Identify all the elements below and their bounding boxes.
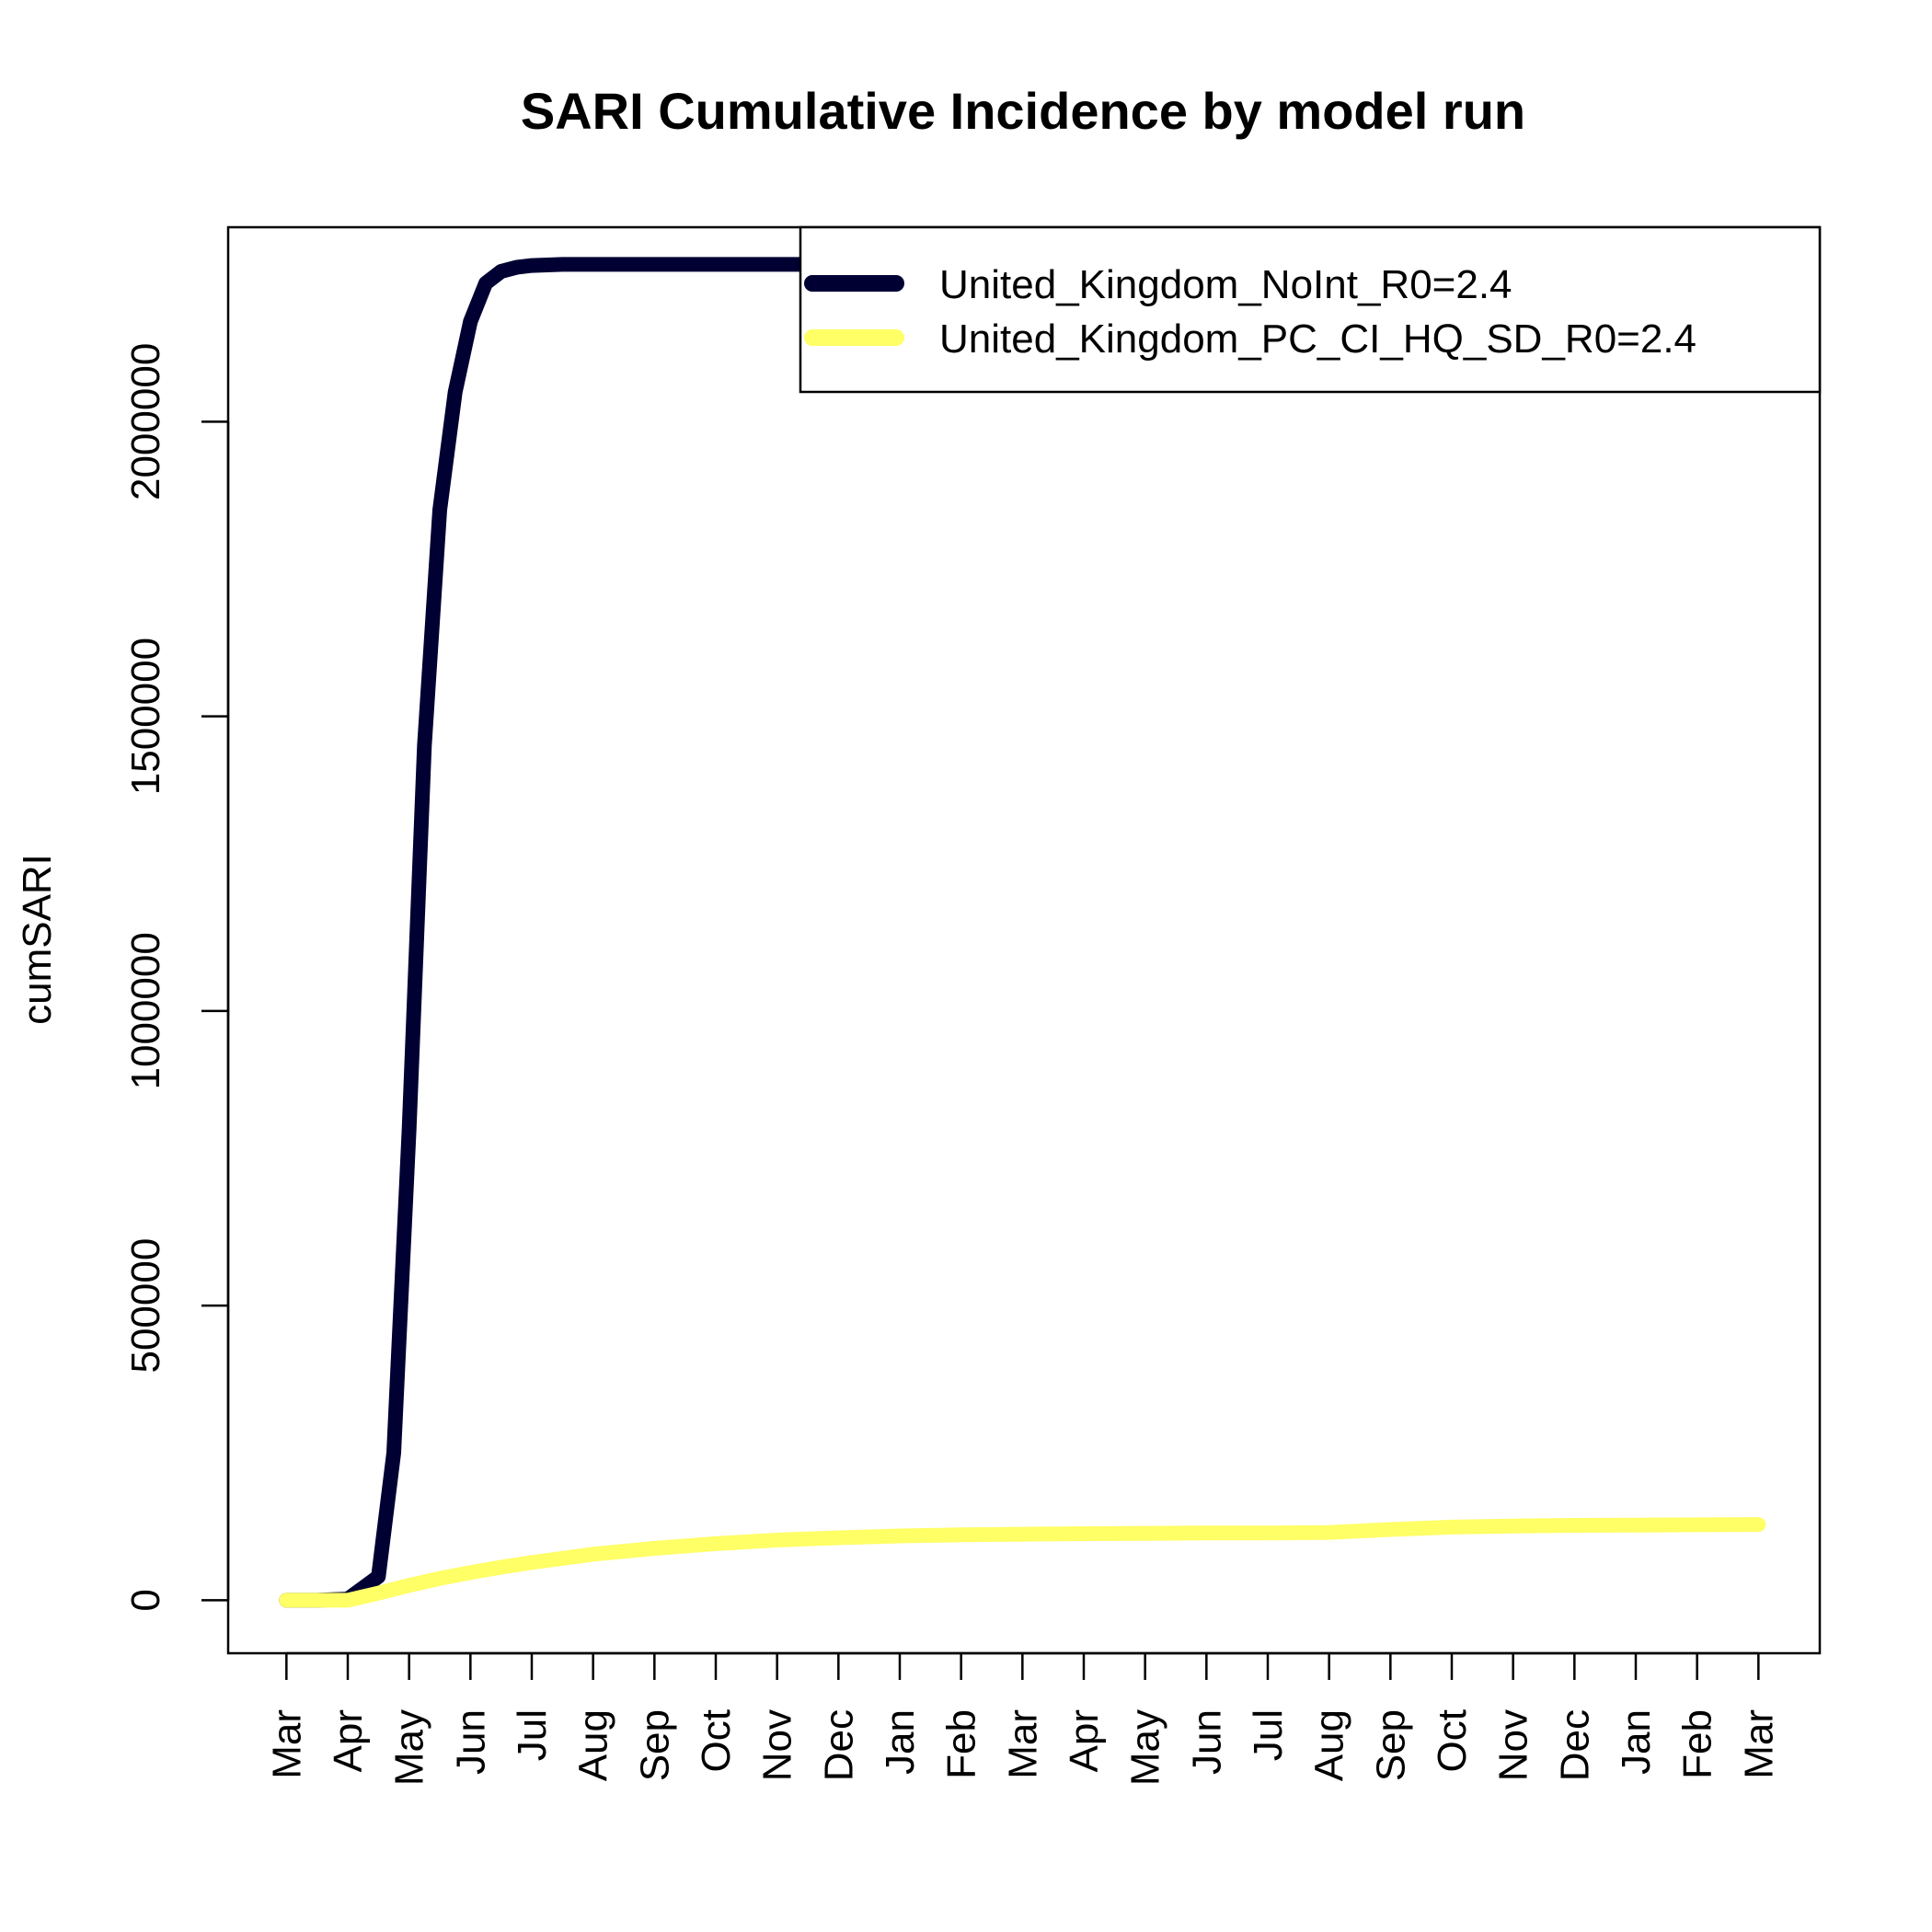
x-tick-label: Mar <box>264 1709 309 1779</box>
x-tick-label: Feb <box>1675 1709 1720 1779</box>
legend-box <box>799 225 1822 394</box>
x-tick-label: Nov <box>1491 1709 1536 1781</box>
x-tick-label: Mar <box>1000 1709 1045 1779</box>
series-layer <box>279 257 1766 1608</box>
x-tick-label: Mar <box>1736 1709 1781 1779</box>
x-tick-label: Jun <box>1184 1709 1229 1775</box>
x-tick-label: Apr <box>1062 1709 1107 1772</box>
y-tick-label: 1000000 <box>123 932 168 1089</box>
x-tick-label: Jul <box>510 1709 555 1761</box>
x-tick-label: Jan <box>878 1709 923 1775</box>
x-tick-label: Aug <box>571 1709 616 1781</box>
y-axis: 0 500000 1000000 1500000 2000000 <box>123 343 230 1612</box>
x-tick-label: Apr <box>326 1709 371 1772</box>
y-tick-label: 500000 <box>123 1238 168 1374</box>
legend-label-noint: United_Kingdom_NoInt_R0=2.4 <box>939 262 1512 307</box>
x-tick-label: Jan <box>1614 1709 1659 1775</box>
y-tick-label: 1500000 <box>123 638 168 795</box>
x-tick-label: Sep <box>632 1709 677 1781</box>
x-tick-label: Oct <box>694 1709 739 1772</box>
legend-label-pc-ci-hq-sd: United_Kingdom_PC_CI_HQ_SD_R0=2.4 <box>939 316 1696 362</box>
plot-frame <box>226 225 1822 1655</box>
x-tick-label: Jul <box>1246 1709 1291 1761</box>
x-axis: Mar Apr May Jun Jul Aug Sep Oct Nov Dec Jan Feb Mar A… <box>264 1651 1781 1786</box>
y-axis-label: cumSARI <box>15 854 60 1025</box>
series-line-pc-ci-hq-sd <box>279 1517 1766 1608</box>
x-tick-label: Oct <box>1430 1709 1475 1772</box>
x-tick-label: Dec <box>1552 1709 1597 1781</box>
x-tick-label: Aug <box>1307 1709 1352 1781</box>
chart-title: SARI Cumulative Incidence by model run <box>521 82 1525 140</box>
y-tick-label: 2000000 <box>123 343 168 500</box>
plot-area <box>226 225 1822 1655</box>
x-tick-label: Jun <box>448 1709 493 1775</box>
x-tick-label: Dec <box>816 1709 861 1781</box>
x-tick-label: Nov <box>755 1709 800 1781</box>
x-tick-label: May <box>387 1709 432 1786</box>
x-tick-label: May <box>1123 1709 1168 1786</box>
x-tick-label: Sep <box>1368 1709 1413 1781</box>
x-tick-label: Feb <box>939 1709 984 1779</box>
legend: United_Kingdom_NoInt_R0=2.4 United_Kingd… <box>799 225 1822 394</box>
y-tick-label: 0 <box>123 1589 168 1611</box>
series-line-noint <box>279 257 846 1608</box>
